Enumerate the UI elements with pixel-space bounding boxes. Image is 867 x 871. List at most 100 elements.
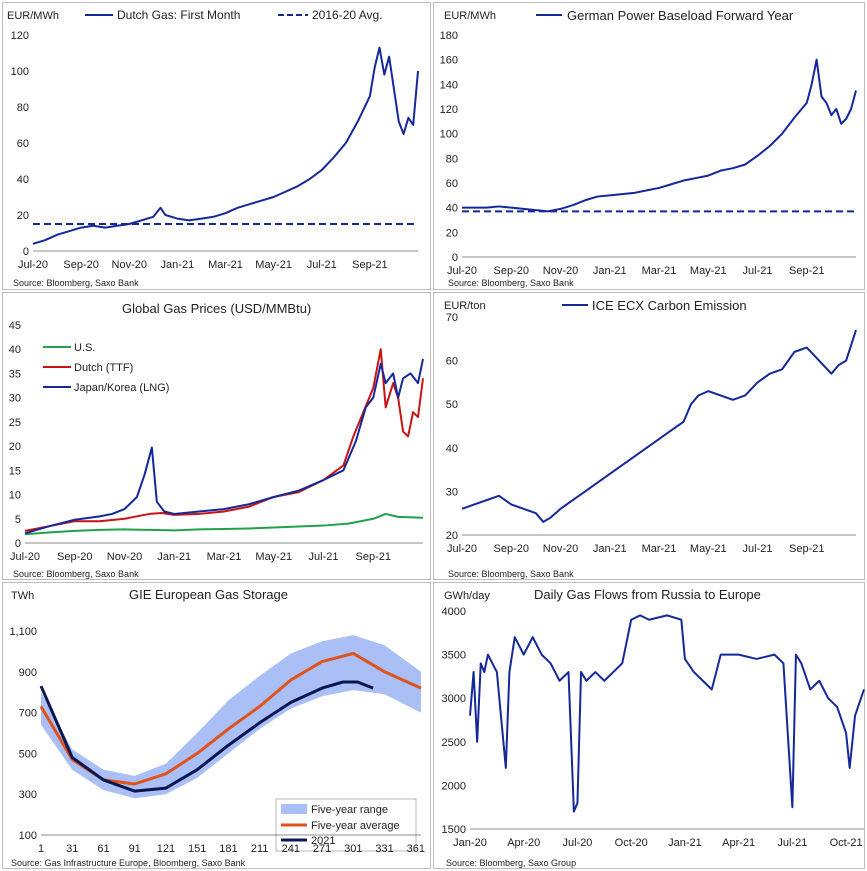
- x-tick-label: Sep-21: [352, 259, 387, 271]
- x-tick-label: 211: [251, 843, 269, 855]
- x-tick-label: Jan-21: [593, 265, 627, 277]
- panel-global-gas: Global Gas Prices (USD/MMBtu) U.S. Dutch…: [2, 292, 431, 580]
- x-tick-label: 181: [219, 843, 237, 855]
- y-tick-label: 120: [11, 30, 29, 42]
- x-tick-label: Jan-20: [453, 837, 487, 849]
- y-tick-label: 20: [9, 441, 21, 453]
- y-tick-label: 40: [446, 443, 458, 455]
- unit-label: EUR/ton: [444, 300, 486, 312]
- series-line-1: [24, 348, 424, 532]
- series-line-0: [462, 58, 857, 213]
- y-tick-label: 15: [9, 465, 21, 477]
- unit-label: EUR/MWh: [7, 10, 59, 22]
- x-tick-label: Nov-20: [543, 265, 578, 277]
- legend-label-lng: Japan/Korea (LNG): [74, 382, 169, 394]
- y-tick-label: 120: [440, 104, 458, 116]
- y-tick-label: 45: [9, 320, 21, 332]
- source-note: Source: Bloomberg, Saxo Bank: [13, 569, 139, 579]
- source-note: Source: Bloomberg, Saxo Bank: [448, 278, 574, 288]
- x-tick-label: Sep-20: [63, 259, 98, 271]
- x-tick-label: 151: [188, 843, 206, 855]
- y-tick-label: 80: [17, 102, 29, 114]
- source-note: Source: Bloomberg, Saxo Bank: [448, 569, 574, 579]
- y-tick-label: 40: [17, 174, 29, 186]
- y-tick-label: 40: [9, 344, 21, 356]
- y-tick-label: 1500: [442, 824, 466, 836]
- x-tick-label: Nov-20: [112, 259, 147, 271]
- legend-label-us: U.S.: [74, 342, 95, 354]
- x-tick-label: Sep-20: [57, 551, 92, 563]
- legend-label-range: Five-year range: [311, 804, 388, 816]
- x-tick-label: Jul-21: [307, 259, 337, 271]
- legend-label-avg: Five-year average: [311, 820, 400, 832]
- x-tick-label: Jul-20: [18, 259, 48, 271]
- y-tick-label: 2000: [442, 780, 466, 792]
- y-tick-label: 100: [11, 66, 29, 78]
- x-tick-label: Mar-21: [207, 551, 242, 563]
- x-tick-label: Jul-20: [562, 837, 592, 849]
- chart-title: GIE European Gas Storage: [129, 587, 288, 602]
- unit-label: TWh: [11, 590, 34, 602]
- series-five-year-range-band: [41, 635, 421, 799]
- chart-global-gas: Global Gas Prices (USD/MMBtu) U.S. Dutch…: [9, 301, 424, 579]
- x-tick-label: Sep-20: [494, 543, 529, 555]
- y-tick-label: 140: [440, 79, 458, 91]
- y-tick-label: 0: [23, 246, 29, 258]
- series-line-0: [24, 512, 424, 536]
- y-tick-label: 60: [17, 138, 29, 150]
- x-tick-label: May-21: [255, 551, 292, 563]
- y-tick-label: 30: [9, 393, 21, 405]
- x-tick-label: Sep-21: [789, 265, 824, 277]
- y-tick-label: 60: [446, 178, 458, 190]
- chart-title: Daily Gas Flows from Russia to Europe: [534, 587, 761, 602]
- x-tick-label: Nov-20: [107, 551, 142, 563]
- x-tick-label: Jan-21: [161, 259, 195, 271]
- y-tick-label: 500: [19, 748, 37, 760]
- y-tick-label: 70: [446, 312, 458, 324]
- x-tick-label: Nov-20: [543, 543, 578, 555]
- panel-gas-storage: TWh GIE European Gas Storage Five-year r…: [2, 582, 431, 869]
- chart-gas-storage: TWh GIE European Gas Storage Five-year r…: [9, 587, 425, 868]
- chart-title: ICE ECX Carbon Emission: [592, 298, 747, 313]
- y-tick-label: 100: [19, 830, 37, 842]
- x-tick-label: Jul-20: [447, 543, 477, 555]
- x-tick-label: Jul-21: [743, 265, 773, 277]
- unit-label: GWh/day: [444, 590, 490, 602]
- x-tick-label: 241: [282, 843, 300, 855]
- y-tick-label: 1,100: [9, 626, 37, 638]
- y-tick-label: 2500: [442, 737, 466, 749]
- y-tick-label: 20: [446, 530, 458, 542]
- legend-swatch-range: [281, 804, 307, 814]
- x-tick-label: Sep-21: [356, 551, 391, 563]
- y-tick-label: 700: [19, 708, 37, 720]
- y-tick-label: 40: [446, 203, 458, 215]
- x-tick-label: Oct-20: [615, 837, 648, 849]
- x-tick-label: May-21: [255, 259, 292, 271]
- y-tick-label: 50: [446, 399, 458, 411]
- chart-carbon: EUR/ton ICE ECX Carbon Emission Source: …: [444, 298, 857, 579]
- x-tick-label: Mar-21: [642, 265, 677, 277]
- y-tick-label: 180: [440, 30, 458, 42]
- x-tick-label: 271: [313, 843, 331, 855]
- legend-label-ttf: Dutch (TTF): [74, 362, 133, 374]
- y-tick-label: 3500: [442, 650, 466, 662]
- x-tick-label: Apr-21: [722, 837, 755, 849]
- x-tick-label: 121: [157, 843, 175, 855]
- chart-dutch-gas: EUR/MWh Dutch Gas: First Month 2016-20 A…: [7, 8, 419, 288]
- x-tick-label: Sep-20: [494, 265, 529, 277]
- y-tick-label: 80: [446, 153, 458, 165]
- x-tick-label: 61: [97, 843, 109, 855]
- chart-title: Global Gas Prices (USD/MMBtu): [122, 301, 311, 316]
- y-tick-label: 35: [9, 368, 21, 380]
- x-tick-label: Mar-21: [208, 259, 243, 271]
- y-tick-label: 100: [440, 129, 458, 141]
- x-tick-label: Jul-20: [10, 551, 40, 563]
- x-tick-label: 31: [66, 843, 78, 855]
- series-line-2: [24, 358, 424, 535]
- x-tick-label: Jul-20: [447, 265, 477, 277]
- x-tick-label: Jul-21: [309, 551, 339, 563]
- source-note: Source: Gas Infrastructure Europe, Bloom…: [11, 858, 246, 868]
- x-tick-label: Jul-21: [777, 837, 807, 849]
- y-tick-label: 160: [440, 55, 458, 67]
- chart-title: German Power Baseload Forward Year: [567, 8, 794, 23]
